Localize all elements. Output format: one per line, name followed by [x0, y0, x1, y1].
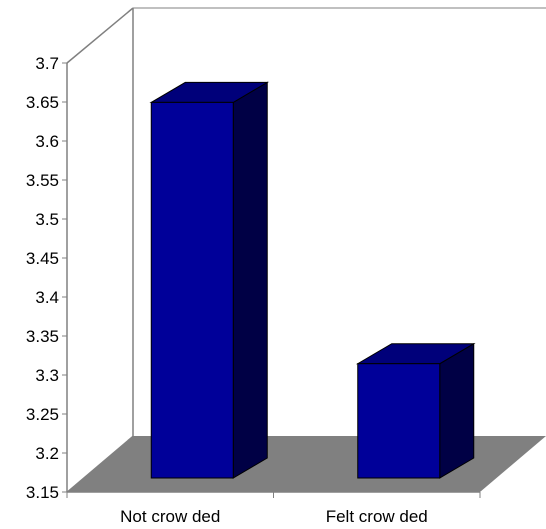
back-floor-edge — [66, 435, 134, 493]
category-label: Felt crow ded — [326, 507, 428, 526]
y-tick-label: 3.6 — [35, 132, 59, 151]
y-tick-label: 3.3 — [35, 366, 59, 385]
y-tick-label: 3.45 — [26, 249, 59, 268]
y-tick-label: 3.25 — [26, 405, 59, 424]
y-tick-label: 3.55 — [26, 171, 59, 190]
x-axis-ticks — [66, 492, 481, 498]
y-tick-label: 3.2 — [35, 444, 59, 463]
y-axis-ticks: 3.15 3.2 3.25 3.3 3.35 3.4 3.45 3.5 3.55 3.6 3.65 3… — [26, 54, 67, 502]
back-wall-top-edge — [66, 7, 134, 64]
bar-front-face — [357, 363, 441, 479]
bar-side-face — [439, 342, 475, 479]
y-tick-label: 3.15 — [26, 483, 59, 502]
y-tick-label: 3.35 — [26, 327, 59, 346]
bar-1 — [149, 81, 270, 479]
y-tick-label: 3.65 — [26, 93, 59, 112]
y-tick-label: 3.7 — [35, 54, 59, 73]
category-labels: Not crow ded Felt crow ded — [120, 507, 428, 526]
y-tick-label: 3.4 — [35, 288, 59, 307]
bar-side-face — [232, 81, 268, 479]
bar-front-face — [150, 101, 234, 479]
y-tick-label: 3.5 — [35, 210, 59, 229]
bar-2 — [355, 342, 476, 479]
bars — [149, 81, 476, 479]
category-label: Not crow ded — [120, 507, 220, 526]
